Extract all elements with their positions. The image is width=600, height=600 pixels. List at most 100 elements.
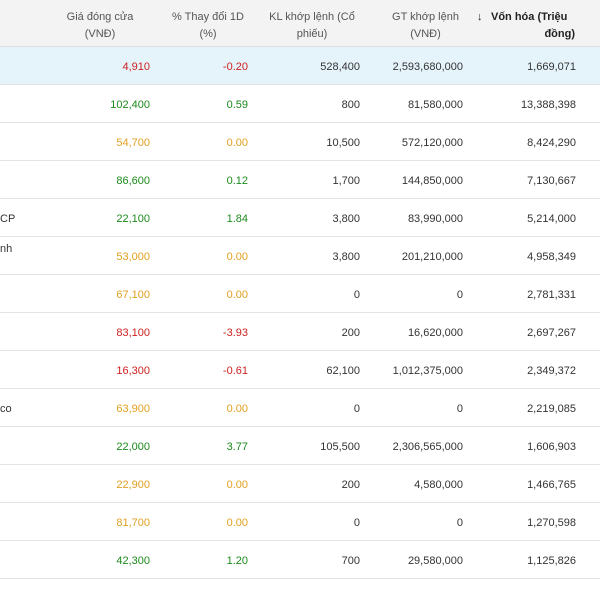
change-1d: 0.00 — [226, 517, 248, 529]
match-volume: 62,100 — [326, 365, 360, 377]
header-close-price[interactable]: Giá đóng cửa (VNĐ) — [50, 9, 150, 43]
close-price: 102,400 — [110, 99, 150, 111]
market-cap: 4,958,349 — [527, 251, 576, 263]
table-row[interactable]: 16,300 -0.61 62,100 1,012,375,000 2,349,372 — [0, 351, 600, 389]
close-price: 53,000 — [116, 251, 150, 263]
header-change-unit: (%) — [199, 28, 217, 40]
change-1d: -0.20 — [222, 61, 248, 73]
change-1d: 0.00 — [226, 479, 248, 491]
header-close-price-label: Giá đóng cửa — [66, 11, 134, 23]
market-cap: 5,214,000 — [527, 213, 576, 225]
close-price: 22,000 — [116, 441, 150, 453]
change-1d: -3.93 — [222, 327, 248, 339]
change-1d: 0.00 — [226, 403, 248, 415]
match-volume: 200 — [341, 327, 360, 339]
market-cap: 2,697,267 — [527, 327, 576, 339]
match-volume: 10,500 — [326, 137, 360, 149]
market-cap: 1,669,071 — [527, 61, 576, 73]
match-value: 4,580,000 — [414, 479, 463, 491]
market-cap: 1,606,903 — [527, 441, 576, 453]
market-cap: 1,125,826 — [527, 555, 576, 567]
close-price: 81,700 — [116, 517, 150, 529]
match-value: 144,850,000 — [401, 175, 463, 187]
match-value: 29,580,000 — [407, 555, 463, 567]
match-value: 572,120,000 — [401, 137, 463, 149]
market-cap: 2,219,085 — [527, 403, 576, 415]
match-value: 0 — [456, 289, 463, 301]
close-price: 67,100 — [116, 289, 150, 301]
header-market-cap[interactable]: ↓ Vốn hóa (Triệu đồng) — [475, 9, 587, 43]
match-volume: 3,800 — [332, 251, 360, 263]
header-change-label: % Thay đổi 1D — [172, 11, 244, 23]
change-1d: 0.59 — [226, 99, 248, 111]
market-cap: 1,466,765 — [527, 479, 576, 491]
change-1d: 1.84 — [226, 213, 248, 225]
table-row[interactable]: 81,700 0.00 0 0 1,270,598 — [0, 503, 600, 541]
header-match-value[interactable]: GT khớp lệnh (VNĐ) — [378, 9, 473, 43]
close-price: 4,910 — [122, 61, 150, 73]
header-volume-unit: phiếu) — [296, 28, 328, 40]
table-row[interactable]: 67,100 0.00 0 0 2,781,331 — [0, 275, 600, 313]
table-row[interactable]: 22,900 0.00 200 4,580,000 1,466,765 — [0, 465, 600, 503]
close-price: 86,600 — [116, 175, 150, 187]
match-value: 1,012,375,000 — [392, 365, 463, 377]
match-volume: 3,800 — [332, 213, 360, 225]
change-1d: 0.00 — [226, 137, 248, 149]
match-volume: 1,700 — [332, 175, 360, 187]
match-volume: 0 — [353, 289, 360, 301]
stock-name: CP — [0, 213, 16, 225]
header-value-label: GT khớp lệnh — [392, 11, 459, 23]
table-row[interactable]: 86,600 0.12 1,700 144,850,000 7,130,667 — [0, 161, 600, 199]
change-1d: 3.77 — [226, 441, 248, 453]
change-1d: 0.12 — [226, 175, 248, 187]
sort-descending-icon: ↓ — [477, 11, 483, 23]
table-row[interactable]: 54,700 0.00 10,500 572,120,000 8,424,290 — [0, 123, 600, 161]
change-1d: 0.00 — [226, 251, 248, 263]
close-price: 63,900 — [116, 403, 150, 415]
market-cap: 7,130,667 — [527, 175, 576, 187]
match-volume: 800 — [341, 99, 360, 111]
match-value: 81,580,000 — [407, 99, 463, 111]
match-value: 201,210,000 — [401, 251, 463, 263]
table-body: 4,910 -0.20 528,400 2,593,680,000 1,669,071 1… — [0, 47, 600, 579]
match-value: 83,990,000 — [407, 213, 463, 225]
table-row[interactable]: 83,100 -3.93 200 16,620,000 2,697,267 — [0, 313, 600, 351]
match-value: 16,620,000 — [407, 327, 463, 339]
market-cap: 2,781,331 — [527, 289, 576, 301]
match-value: 2,306,565,000 — [392, 441, 463, 453]
close-price: 22,100 — [116, 213, 150, 225]
table-header: Giá đóng cửa (VNĐ) % Thay đổi 1D (%) KL … — [0, 0, 600, 47]
header-value-unit: (VNĐ) — [410, 28, 441, 40]
match-volume: 200 — [341, 479, 360, 491]
table-row[interactable]: 42,300 1.20 700 29,580,000 1,125,826 — [0, 541, 600, 579]
table-row[interactable]: 22,000 3.77 105,500 2,306,565,000 1,606,903 — [0, 427, 600, 465]
close-price: 16,300 — [116, 365, 150, 377]
table-row[interactable]: co 63,900 0.00 0 0 2,219,085 — [0, 389, 600, 427]
table-row[interactable]: 102,400 0.59 800 81,580,000 13,388,398 — [0, 85, 600, 123]
header-cap-label: Vốn hóa (Triệu — [491, 11, 568, 23]
match-value: 0 — [456, 517, 463, 529]
market-cap: 13,388,398 — [520, 99, 576, 111]
close-price: 54,700 — [116, 137, 150, 149]
table-row[interactable]: 4,910 -0.20 528,400 2,593,680,000 1,669,071 — [0, 47, 600, 85]
market-cap: 1,270,598 — [527, 517, 576, 529]
change-1d: 0.00 — [226, 289, 248, 301]
header-cap-unit: đồng) — [544, 28, 575, 40]
header-change-1d[interactable]: % Thay đổi 1D (%) — [168, 9, 248, 43]
header-close-price-unit: (VNĐ) — [84, 28, 116, 40]
match-volume: 0 — [353, 517, 360, 529]
change-1d: 1.20 — [226, 555, 248, 567]
close-price: 22,900 — [116, 479, 150, 491]
header-volume-label: KL khớp lệnh (Cổ — [269, 11, 355, 23]
match-value: 2,593,680,000 — [392, 61, 463, 73]
table-row[interactable]: CP 22,100 1.84 3,800 83,990,000 5,214,000 — [0, 199, 600, 237]
close-price: 83,100 — [116, 327, 150, 339]
match-volume: 700 — [341, 555, 360, 567]
match-volume: 0 — [353, 403, 360, 415]
market-cap: 8,424,290 — [527, 137, 576, 149]
market-cap: 2,349,372 — [527, 365, 576, 377]
stock-table: Giá đóng cửa (VNĐ) % Thay đổi 1D (%) KL … — [0, 0, 600, 579]
header-match-volume[interactable]: KL khớp lệnh (Cổ phiếu) — [262, 9, 362, 43]
close-price: 42,300 — [116, 555, 150, 567]
table-row[interactable]: nh 53,000 0.00 3,800 201,210,000 4,958,349 — [0, 237, 600, 275]
